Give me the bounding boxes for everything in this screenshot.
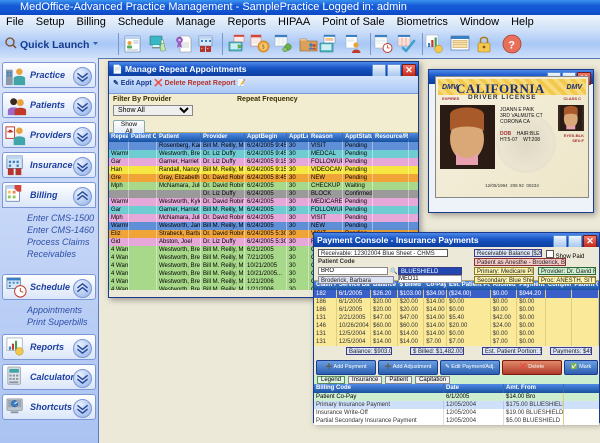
svg-text:?: ? bbox=[508, 40, 515, 52]
svg-text:Quick Launch: Quick Launch bbox=[20, 39, 89, 51]
svg-text:$: $ bbox=[262, 45, 265, 51]
